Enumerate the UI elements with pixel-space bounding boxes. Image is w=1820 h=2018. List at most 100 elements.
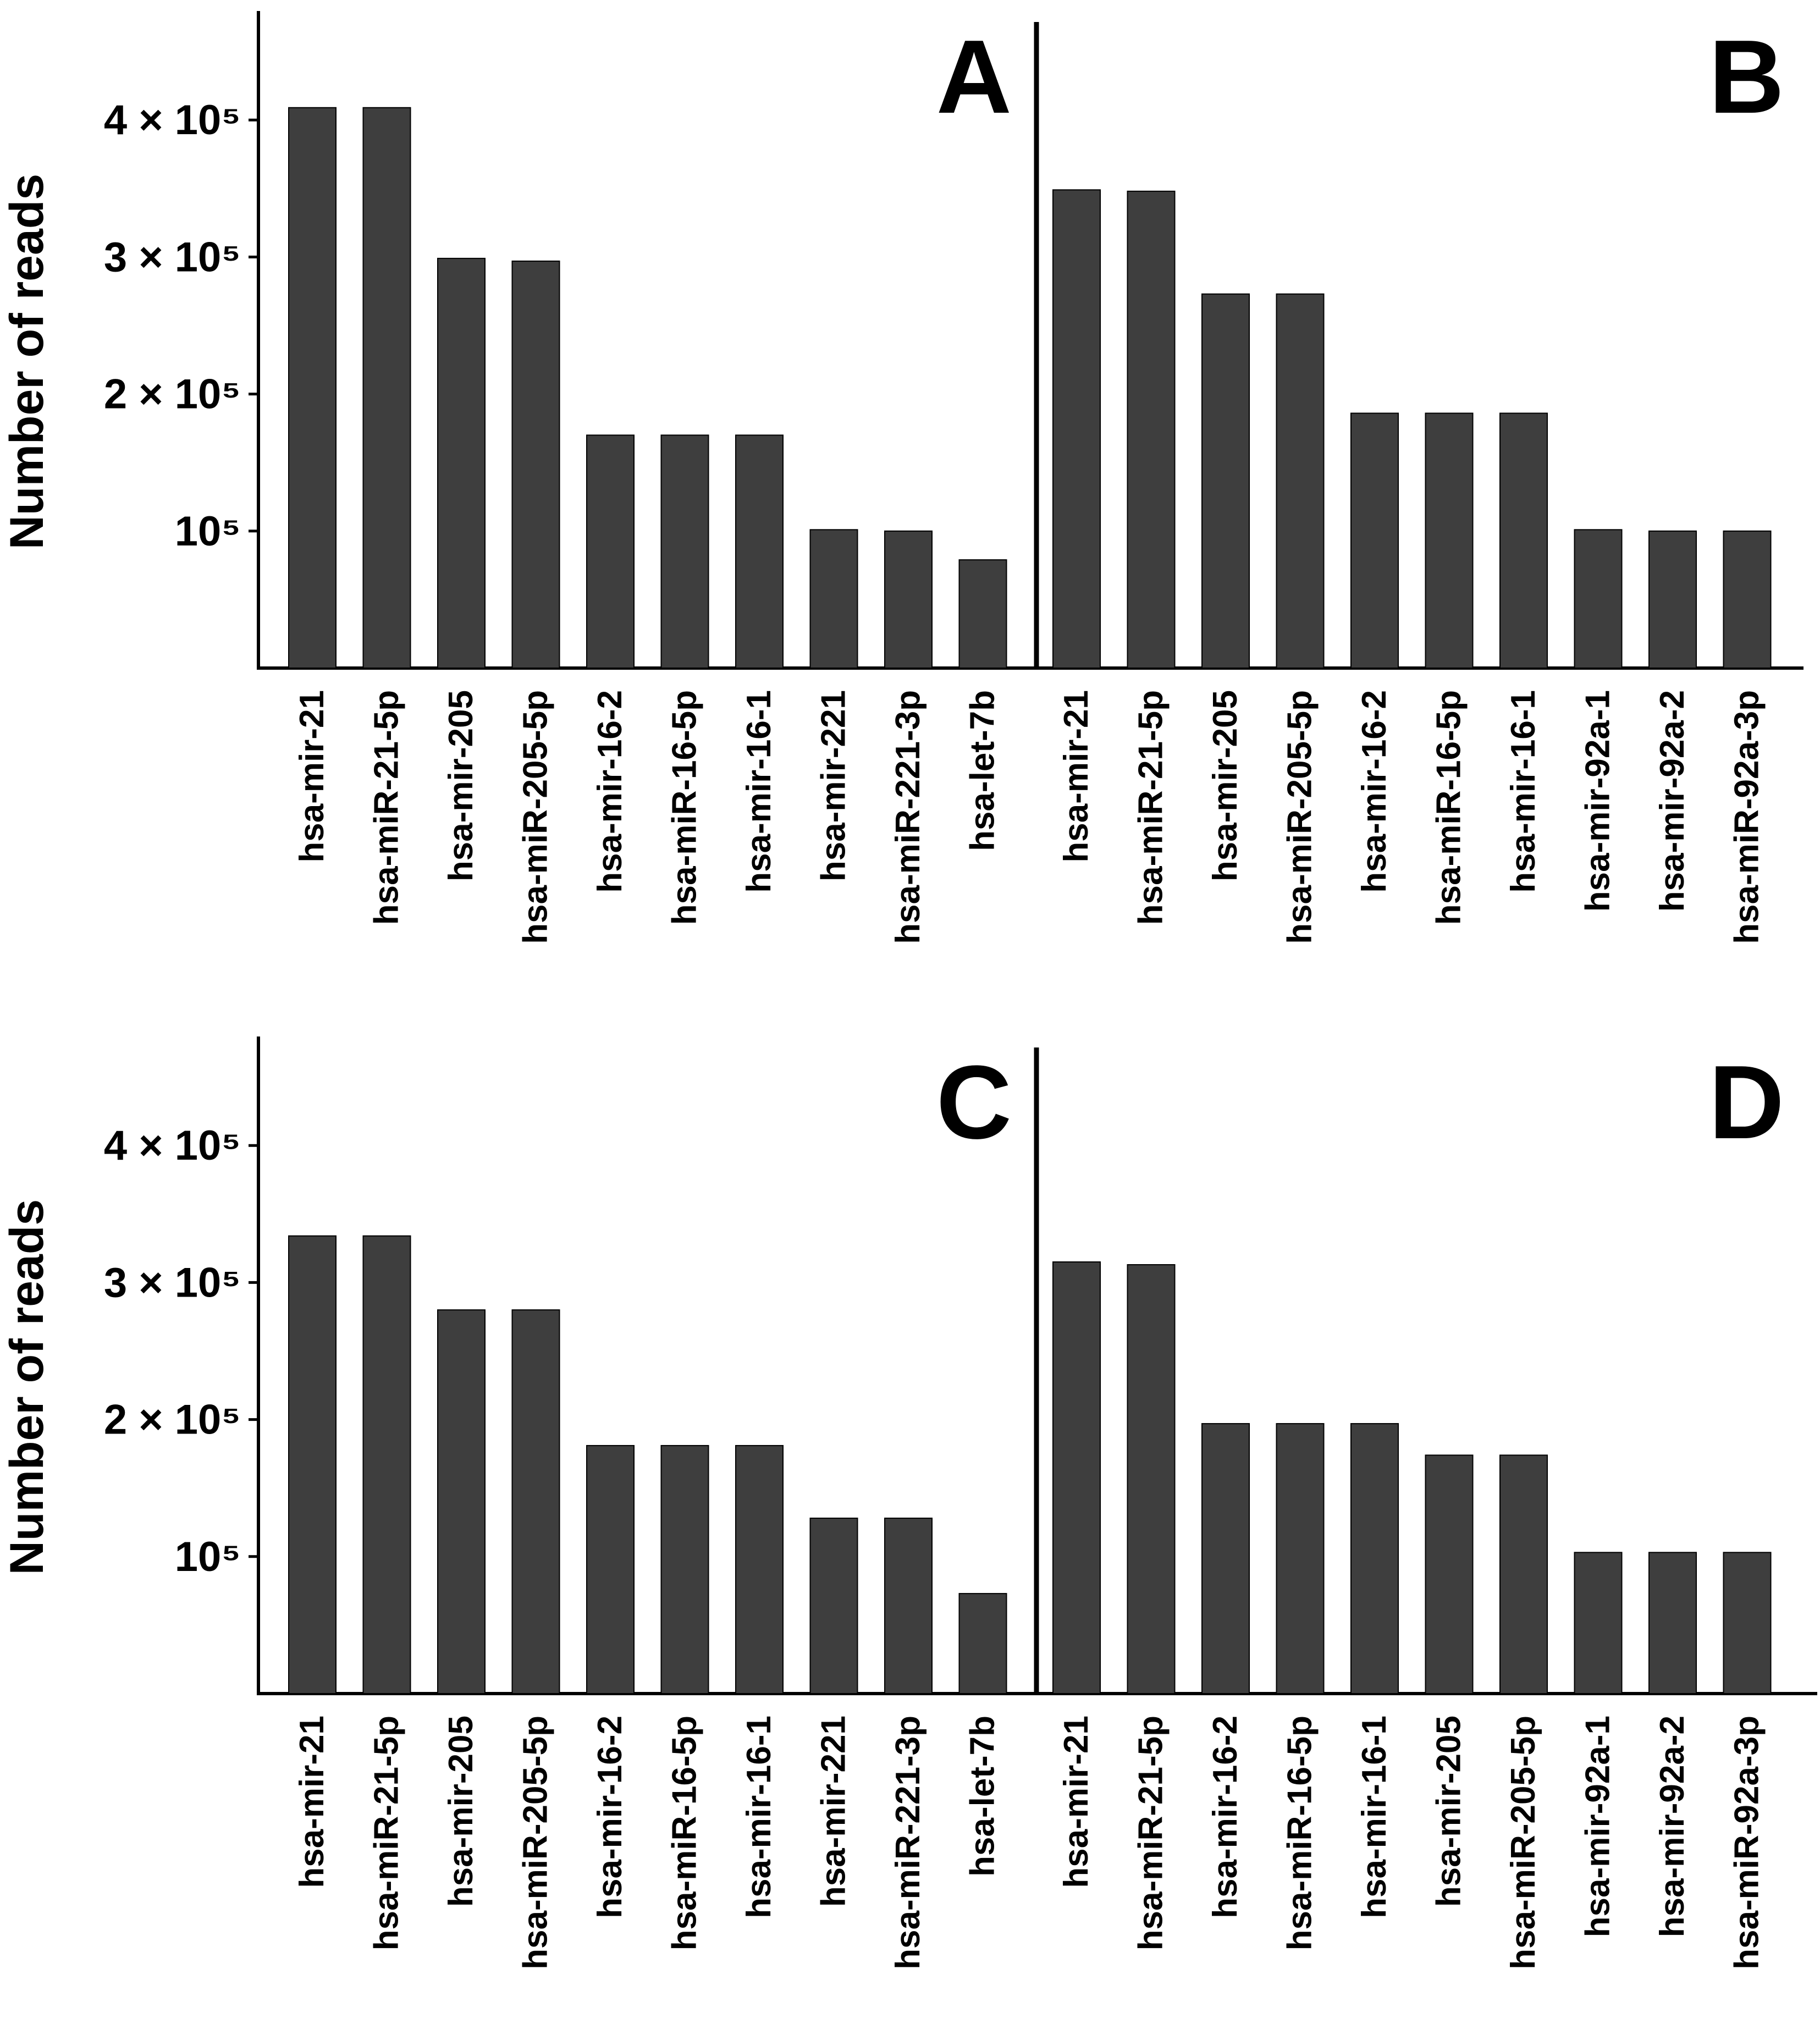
- x-tick-label: hsa-mir-16-2: [1206, 1716, 1244, 1918]
- bar: [288, 1235, 337, 1695]
- x-tick-label: hsa-mir-221: [815, 1716, 853, 1907]
- bar: [884, 1518, 933, 1694]
- x-tick-label: hsa-miR-221-3p: [889, 690, 927, 944]
- x-tick-label: hsa-mir-16-1: [740, 690, 778, 893]
- bar: [1499, 412, 1548, 669]
- x-tick-label: hsa-miR-21-5p: [1132, 690, 1170, 925]
- bar: [1350, 1423, 1399, 1694]
- bar: [1276, 1423, 1325, 1694]
- y-tick-label: 10⁵: [175, 508, 241, 555]
- bar: [809, 529, 858, 669]
- bar: [437, 1309, 486, 1694]
- bar: [1425, 412, 1474, 669]
- x-tick-label: hsa-miR-21-5p: [368, 690, 406, 925]
- bar: [1574, 529, 1623, 669]
- x-tick-label: hsa-miR-205-5p: [1504, 1716, 1542, 1970]
- x-tick-label: hsa-mir-92a-2: [1653, 1716, 1691, 1937]
- x-tick-label: hsa-miR-221-3p: [889, 1716, 927, 1970]
- bar: [1723, 530, 1772, 669]
- x-tick-label: hsa-mir-16-1: [1355, 1716, 1393, 1918]
- bar: [511, 1309, 560, 1694]
- x-tick-label: hsa-mir-21: [293, 1716, 331, 1888]
- y-tick-label: 2 × 10⁵: [104, 371, 241, 418]
- bar: [1648, 1552, 1697, 1694]
- bar: [958, 1593, 1007, 1694]
- x-tick-label: hsa-mir-21: [1057, 690, 1095, 863]
- y-tick-label: 4 × 10⁵: [104, 1122, 241, 1169]
- x-tick-label: hsa-mir-205: [442, 1716, 480, 1907]
- bar: [1127, 190, 1176, 669]
- bar: [362, 107, 411, 669]
- x-tick-label: hsa-mir-205: [1430, 1716, 1468, 1907]
- bar: [735, 434, 784, 669]
- y-tick-label: 2 × 10⁵: [104, 1397, 241, 1443]
- x-tick-label: hsa-mir-221: [815, 690, 853, 881]
- y-axis-title: Number of reads: [1, 1199, 53, 1575]
- x-tick-label: hsa-let-7b: [964, 690, 1002, 851]
- x-tick-label: hsa-mir-16-1: [740, 1716, 778, 1918]
- panel-letter-a: A: [936, 19, 1012, 135]
- panel-letter-c: C: [936, 1044, 1012, 1161]
- bar: [586, 1444, 635, 1694]
- bar: [660, 1444, 709, 1694]
- bar: [511, 260, 560, 669]
- x-tick-label: hsa-let-7b: [964, 1716, 1002, 1877]
- x-tick-label: hsa-miR-21-5p: [368, 1716, 406, 1950]
- y-tick-label: 10⁵: [175, 1534, 241, 1580]
- x-tick-label: hsa-mir-205: [442, 690, 480, 881]
- bar: [1499, 1454, 1548, 1695]
- bar: [1723, 1552, 1772, 1694]
- x-tick-label: hsa-miR-92a-3p: [1728, 690, 1766, 944]
- y-axis-title: Number of reads: [1, 174, 53, 549]
- x-tick-label: hsa-mir-16-2: [591, 690, 629, 893]
- bar: [437, 257, 486, 669]
- x-tick-label: hsa-mir-16-1: [1504, 690, 1542, 893]
- x-tick-label: hsa-mir-92a-2: [1653, 690, 1691, 912]
- bar: [1127, 1264, 1176, 1694]
- bar: [660, 434, 709, 669]
- bar: [1052, 1261, 1101, 1694]
- panel-letter-d: D: [1709, 1044, 1784, 1161]
- x-tick-label: hsa-miR-21-5p: [1132, 1716, 1170, 1950]
- x-tick-label: hsa-mir-21: [1057, 1716, 1095, 1888]
- x-tick-label: hsa-miR-16-5p: [666, 690, 704, 925]
- bar: [884, 530, 933, 669]
- bar: [1648, 530, 1697, 669]
- y-tick-label: 4 × 10⁵: [104, 97, 241, 144]
- x-tick-label: hsa-mir-205: [1206, 690, 1244, 881]
- bar: [1574, 1552, 1623, 1694]
- x-tick-label: hsa-miR-92a-3p: [1728, 1716, 1766, 1970]
- bar: [1350, 412, 1399, 669]
- x-tick-label: hsa-mir-16-2: [591, 1716, 629, 1918]
- bar: [288, 107, 337, 669]
- chart-row-2: 10⁵ 2 × 10⁵ 3 × 10⁵ 4 × 10⁵ Number of reads: [1, 1036, 1817, 1695]
- bar: [586, 434, 635, 669]
- x-tick-label: hsa-miR-205-5p: [1281, 690, 1319, 944]
- bar: [1276, 293, 1325, 669]
- x-tick-label: hsa-miR-16-5p: [666, 1716, 704, 1950]
- bar: [958, 559, 1007, 669]
- x-tick-label: hsa-mir-21: [293, 690, 331, 863]
- x-tick-label: hsa-miR-16-5p: [1430, 690, 1468, 925]
- x-tick-label: hsa-mir-92a-1: [1579, 1716, 1617, 1937]
- y-tick-label: 3 × 10⁵: [104, 234, 241, 280]
- bar: [1425, 1454, 1474, 1695]
- x-tick-label: hsa-miR-16-5p: [1281, 1716, 1319, 1950]
- x-tick-label: hsa-mir-16-2: [1355, 690, 1393, 893]
- y-tick-label: 3 × 10⁵: [104, 1259, 241, 1306]
- bar: [809, 1518, 858, 1694]
- bar: [1052, 189, 1101, 669]
- bar: [1201, 293, 1250, 669]
- panel-letter-b: B: [1709, 19, 1784, 135]
- x-tick-label: hsa-miR-205-5p: [517, 690, 555, 944]
- bar: [1201, 1423, 1250, 1694]
- x-tick-label: hsa-miR-205-5p: [517, 1716, 555, 1970]
- bar: [362, 1235, 411, 1695]
- x-tick-label: hsa-mir-92a-1: [1579, 690, 1617, 912]
- bar: [735, 1444, 784, 1694]
